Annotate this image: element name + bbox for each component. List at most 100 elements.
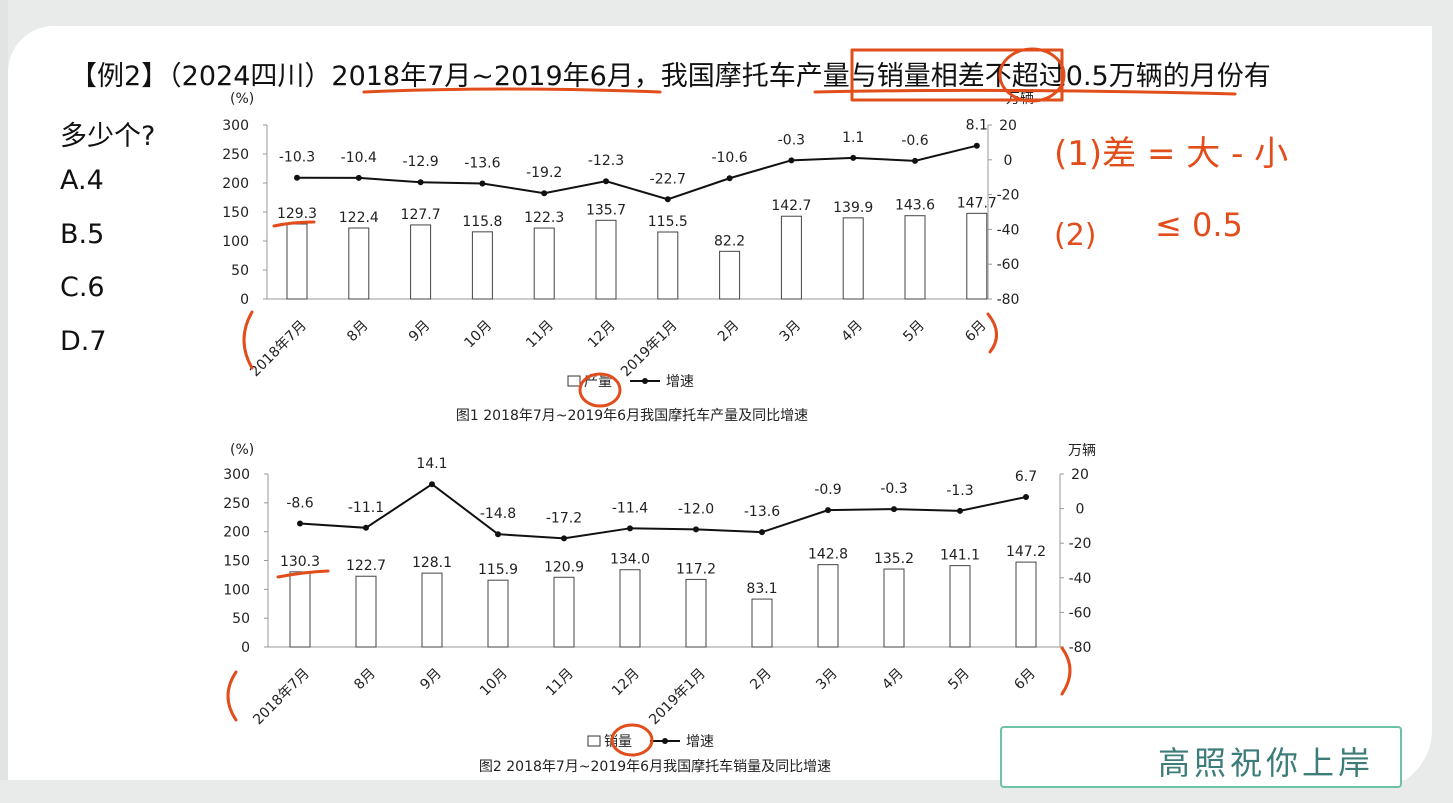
bar xyxy=(289,571,311,648)
bar-value-label: 147.7 xyxy=(957,195,997,211)
bar xyxy=(421,572,443,648)
option-d[interactable]: D.7 xyxy=(60,326,107,357)
option-c[interactable]: C.6 xyxy=(60,272,105,303)
chart-caption: 图2 2018年7月~2019年6月我国摩托车销量及同比增速 xyxy=(479,758,831,775)
bar xyxy=(883,568,905,648)
bar-value-label: 122.3 xyxy=(524,210,564,226)
bar-value-label: 122.7 xyxy=(346,558,386,574)
category-label: 5月 xyxy=(900,318,928,346)
bar-value-label: 127.7 xyxy=(401,207,441,223)
bracket-chart1-right xyxy=(986,312,998,354)
right-tick-label: -80 xyxy=(997,292,1020,308)
growth-value-label: -10.6 xyxy=(711,150,747,166)
bar-value-label: 142.8 xyxy=(808,547,848,563)
growth-value-label: -12.0 xyxy=(678,501,714,517)
growth-line xyxy=(296,144,978,201)
growth-value-label: 14.1 xyxy=(416,456,447,472)
growth-point xyxy=(603,178,609,185)
bar xyxy=(348,227,370,300)
bar-value-label: 129.3 xyxy=(277,206,317,222)
category-label: 12月 xyxy=(585,318,619,352)
bar-value-label: 147.2 xyxy=(1006,544,1046,560)
bar-value-label: 141.1 xyxy=(940,548,980,564)
bar xyxy=(619,569,641,648)
category-label: 5月 xyxy=(945,666,973,694)
growth-point xyxy=(693,526,699,533)
option-a[interactable]: A.4 xyxy=(60,165,104,196)
growth-value-label: -1.3 xyxy=(946,483,973,499)
bar xyxy=(410,224,432,300)
category-label: 2019年1月 xyxy=(618,318,681,381)
left-axis-unit: (%) xyxy=(230,91,254,107)
left-tick-label: 200 xyxy=(223,525,250,541)
category-label: 11月 xyxy=(523,318,557,352)
right-tick-label: 0 xyxy=(1076,502,1085,518)
category-label: 9月 xyxy=(406,318,434,346)
bar xyxy=(719,250,741,300)
question-text-line2: 多少个? xyxy=(60,121,156,152)
growth-value-label: -10.3 xyxy=(279,150,315,166)
option-b[interactable]: B.5 xyxy=(60,219,105,250)
bar-value-label: 117.2 xyxy=(676,561,716,577)
category-label: 2月 xyxy=(747,666,775,694)
growth-value-label: -0.3 xyxy=(778,132,805,148)
bar-value-label: 134.0 xyxy=(610,552,650,568)
right-axis-unit: 万辆 xyxy=(1068,443,1096,459)
right-tick-label: 20 xyxy=(999,118,1017,134)
annotation-note2: ≤ 0.5 xyxy=(1155,206,1243,244)
left-tick-label: 100 xyxy=(222,234,249,250)
legend-line-marker xyxy=(642,378,648,384)
bracket-chart2-right xyxy=(1060,646,1072,696)
growth-point xyxy=(788,157,795,164)
bar-value-label: 115.9 xyxy=(478,562,518,578)
left-tick-label: 200 xyxy=(222,176,249,192)
bracket-chart1-left xyxy=(242,310,254,370)
growth-point xyxy=(973,142,980,149)
left-tick-label: 250 xyxy=(223,496,250,512)
right-tick-label: -60 xyxy=(1069,605,1092,621)
annotation-note2-num: (2) xyxy=(1054,218,1097,253)
bar xyxy=(657,231,679,300)
right-tick-label: -80 xyxy=(1069,640,1092,656)
screen-border xyxy=(0,0,8,803)
left-tick-label: 0 xyxy=(240,292,249,308)
left-tick-label: 50 xyxy=(231,263,249,279)
growth-value-label: -11.1 xyxy=(348,500,384,516)
growth-point xyxy=(429,481,435,488)
category-label: 10月 xyxy=(477,666,511,700)
bar-value-label: 122.4 xyxy=(339,210,379,226)
growth-value-label: -13.6 xyxy=(744,504,780,520)
bar xyxy=(685,578,707,648)
bar xyxy=(533,227,555,300)
bar-value-label: 135.7 xyxy=(586,202,626,218)
growth-point xyxy=(850,154,857,161)
category-label: 2018年7月 xyxy=(247,318,310,381)
growth-point xyxy=(294,174,300,181)
left-tick-label: 250 xyxy=(222,147,249,163)
legend-bar-swatch xyxy=(567,375,581,387)
bar-value-label: 115.5 xyxy=(648,214,688,230)
circle-difference xyxy=(998,47,1066,103)
legend-bar-label: 产量 xyxy=(584,374,612,390)
growth-value-label: -14.8 xyxy=(480,506,516,522)
left-tick-label: 300 xyxy=(222,118,249,134)
growth-value-label: -17.2 xyxy=(546,510,582,526)
brand-text: 高照祝你上岸 xyxy=(1157,744,1374,782)
left-tick-label: 0 xyxy=(241,640,250,656)
growth-value-label: 1.1 xyxy=(842,130,864,146)
category-label: 3月 xyxy=(813,666,841,694)
bracket-chart2-left xyxy=(226,670,238,722)
growth-point xyxy=(726,175,733,182)
growth-value-label: -0.3 xyxy=(880,481,907,497)
growth-point xyxy=(297,520,303,527)
circle-legend-production xyxy=(578,372,622,408)
bar xyxy=(471,231,493,300)
growth-value-label: -13.6 xyxy=(464,155,500,171)
right-tick-label: -40 xyxy=(997,222,1020,238)
growth-point xyxy=(912,157,918,164)
category-label: 2019年1月 xyxy=(646,666,709,729)
category-label: 6月 xyxy=(1011,666,1039,694)
right-tick-label: -40 xyxy=(1069,571,1092,587)
growth-point xyxy=(541,190,548,197)
